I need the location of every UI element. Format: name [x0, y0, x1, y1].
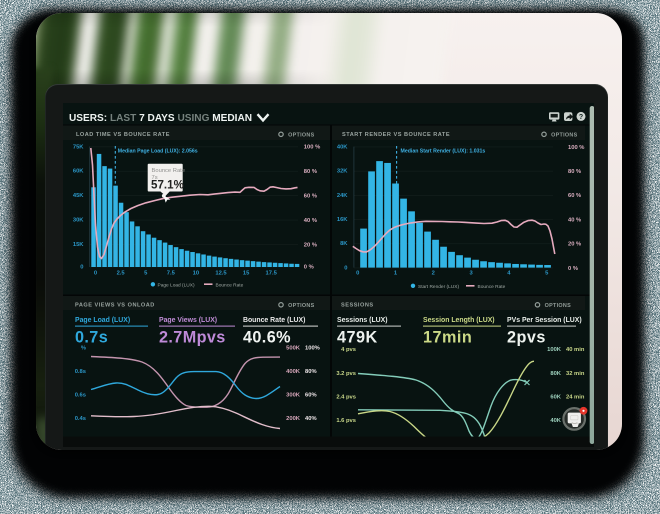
svg-text:START RENDER VS BOUNCE RATE: START RENDER VS BOUNCE RATE: [342, 132, 450, 138]
svg-text:60%: 60%: [305, 392, 317, 398]
svg-text:Median Start Render (LUX): 1.0: Median Start Render (LUX): 1.031s: [401, 149, 486, 155]
svg-text:10: 10: [193, 271, 199, 277]
svg-text:0 %: 0 %: [304, 265, 314, 271]
svg-text:24 min: 24 min: [566, 395, 585, 401]
svg-text:40K: 40K: [337, 144, 348, 150]
svg-text:100K: 100K: [547, 347, 562, 353]
svg-text:Page Load (LUX): Page Load (LUX): [75, 317, 130, 324]
svg-text:Bounce Rate: Bounce Rate: [152, 168, 186, 174]
svg-text:1: 1: [394, 271, 398, 277]
svg-text:Median Page Load (LUX): 2.056s: Median Page Load (LUX): 2.056s: [118, 149, 198, 155]
svg-text:15K: 15K: [73, 242, 84, 248]
svg-text:40 %: 40 %: [568, 217, 581, 223]
svg-text:LOAD TIME VS BOUNCE RATE: LOAD TIME VS BOUNCE RATE: [76, 132, 170, 138]
svg-text:16K: 16K: [337, 217, 348, 223]
svg-text:60 %: 60 %: [304, 194, 317, 200]
svg-text:4: 4: [507, 271, 511, 277]
svg-text:3: 3: [469, 271, 473, 277]
svg-text:3.2 pvs: 3.2 pvs: [336, 371, 356, 377]
svg-text:24K: 24K: [337, 193, 348, 199]
svg-text:0 %: 0 %: [568, 266, 578, 272]
svg-text:OPTIONS: OPTIONS: [288, 132, 314, 138]
svg-text:Page Load (LUX): Page Load (LUX): [158, 283, 195, 289]
svg-text:7s: 7s: [152, 175, 158, 181]
svg-text:17min: 17min: [423, 328, 472, 346]
svg-text:0.6s: 0.6s: [75, 392, 86, 398]
svg-text:32 min: 32 min: [566, 371, 585, 377]
svg-text:USERS: LAST 7 DAYS USING MEDIA: USERS: LAST 7 DAYS USING MEDIAN: [69, 113, 252, 124]
svg-text:2.5: 2.5: [117, 271, 126, 277]
svg-text:300K: 300K: [286, 392, 301, 398]
svg-text:45K: 45K: [73, 193, 84, 199]
svg-text:%: %: [81, 346, 86, 352]
svg-text:479K: 479K: [337, 328, 378, 346]
svg-text:60K: 60K: [73, 169, 84, 175]
svg-text:SESSIONS: SESSIONS: [341, 302, 374, 308]
svg-text:Start Render (LUX): Start Render (LUX): [418, 284, 459, 290]
svg-text:30K: 30K: [73, 218, 84, 224]
svg-text:15: 15: [243, 271, 250, 277]
svg-text:100 %: 100 %: [304, 145, 320, 151]
svg-text:?: ?: [579, 114, 583, 121]
svg-text:75K: 75K: [73, 144, 84, 150]
svg-text:Bounce Rate (LUX): Bounce Rate (LUX): [243, 317, 305, 324]
svg-text:OPTIONS: OPTIONS: [545, 303, 571, 309]
svg-text:200K: 200K: [286, 416, 301, 422]
svg-text:60 %: 60 %: [568, 193, 581, 199]
svg-text:500K: 500K: [286, 346, 301, 352]
svg-text:4 pvs: 4 pvs: [341, 347, 356, 353]
svg-text:0.4s: 0.4s: [75, 416, 86, 422]
svg-text:80 %: 80 %: [304, 169, 317, 175]
svg-text:1.6 pvs: 1.6 pvs: [336, 418, 356, 424]
svg-text:400K: 400K: [286, 369, 301, 375]
svg-text:0: 0: [356, 271, 359, 277]
svg-text:0.7s: 0.7s: [75, 328, 108, 346]
svg-text:2: 2: [432, 271, 435, 277]
svg-text:OPTIONS: OPTIONS: [551, 132, 577, 138]
svg-text:40%: 40%: [305, 416, 317, 422]
svg-text:0: 0: [80, 264, 83, 270]
svg-text:PVs Per Session (LUX): PVs Per Session (LUX): [507, 317, 582, 324]
svg-text:100%: 100%: [305, 346, 320, 352]
svg-text:2.4 pvs: 2.4 pvs: [336, 395, 356, 401]
svg-text:Session Length (LUX): Session Length (LUX): [423, 317, 495, 324]
svg-text:40K: 40K: [550, 418, 561, 424]
svg-text:OPTIONS: OPTIONS: [288, 303, 314, 309]
svg-text:0.8s: 0.8s: [75, 369, 86, 375]
svg-text:32K: 32K: [337, 169, 348, 175]
svg-text:40.6%: 40.6%: [243, 328, 291, 346]
svg-text:20 %: 20 %: [568, 242, 581, 248]
svg-text:0: 0: [344, 265, 347, 271]
svg-text:2pvs: 2pvs: [507, 328, 546, 346]
svg-text:5: 5: [545, 271, 549, 277]
svg-text:80K: 80K: [550, 371, 561, 377]
svg-text:7.5: 7.5: [167, 271, 176, 277]
svg-text:80%: 80%: [305, 369, 317, 375]
svg-text:Bounce Rate: Bounce Rate: [478, 284, 506, 290]
svg-text:40 %: 40 %: [304, 218, 317, 224]
svg-text:8K: 8K: [340, 241, 348, 247]
svg-text:0: 0: [94, 271, 97, 277]
svg-text:17.5: 17.5: [266, 271, 278, 277]
svg-text:Sessions (LUX): Sessions (LUX): [337, 317, 388, 324]
svg-text:12.5: 12.5: [215, 271, 227, 277]
svg-text:Page Views (LUX): Page Views (LUX): [159, 317, 217, 324]
svg-text:57.1%: 57.1%: [151, 179, 184, 192]
svg-text:80 %: 80 %: [568, 169, 581, 175]
svg-text:100 %: 100 %: [568, 145, 584, 151]
svg-text:PAGE VIEWS VS ONLOAD: PAGE VIEWS VS ONLOAD: [75, 302, 155, 308]
svg-text:Bounce Rate: Bounce Rate: [216, 283, 244, 289]
svg-text:2.7Mpvs: 2.7Mpvs: [159, 328, 226, 346]
svg-text:20 %: 20 %: [304, 242, 317, 248]
svg-text:40 min: 40 min: [566, 347, 585, 353]
svg-text:60K: 60K: [550, 395, 561, 401]
svg-text:5: 5: [144, 271, 148, 277]
